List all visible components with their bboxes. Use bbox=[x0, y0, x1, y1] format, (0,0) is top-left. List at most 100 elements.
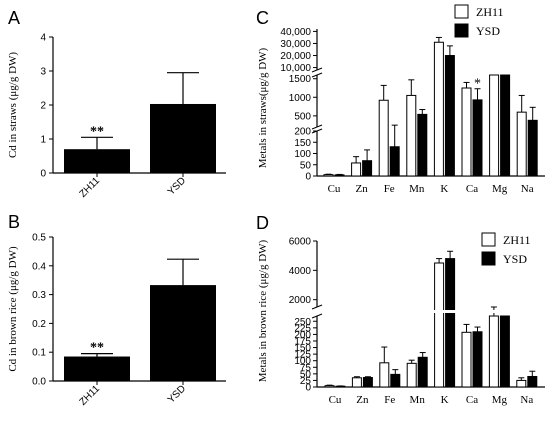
panel-a-xtick-label-zh11: ZH11 bbox=[78, 175, 103, 200]
panel-c-bar-zh11-k bbox=[433, 41, 444, 177]
panel-d-bar-ysd-na bbox=[527, 375, 538, 388]
panel-c-xtick-label-cu: Cu bbox=[328, 183, 341, 195]
panel-d-xtick-label-cu: Cu bbox=[329, 394, 342, 406]
panel-d-ytick-label: 6000 bbox=[289, 237, 312, 248]
legend-c-zh11-swatch bbox=[454, 4, 469, 19]
panel-d-bar-ysd-zn bbox=[362, 377, 373, 388]
panel-c-ytick-label: 50 bbox=[300, 160, 312, 171]
legend-d-ysd-label: YSD bbox=[503, 252, 527, 266]
panel-a-significance-zh11: ** bbox=[90, 124, 104, 139]
panel-d-bar-zh11-mg bbox=[488, 315, 499, 388]
panel-c-bar-zh11-zn bbox=[351, 162, 362, 177]
panel-c-ylabel: Metals in straws(μg/g DW) bbox=[257, 47, 269, 168]
panel-d-bar-zh11-k bbox=[434, 262, 445, 388]
panel-b-xtick-label-ysd: YSD bbox=[166, 383, 188, 405]
panel-c-xtick-label-k: K bbox=[440, 183, 448, 195]
panel-c-ytick-label: 10,000 bbox=[280, 63, 311, 74]
panel-a-bar-ysd bbox=[150, 103, 216, 173]
panel-c-significance-ca: * bbox=[474, 77, 481, 92]
panel-d-xtick-label-ca: Ca bbox=[466, 394, 478, 406]
panel-c-xtick-label-ca: Ca bbox=[466, 183, 478, 195]
panel-d-ytick-label: 75 bbox=[300, 363, 312, 374]
panel-c-ytick-label: 100 bbox=[294, 149, 311, 160]
panel-a-ytick-label: 0 bbox=[40, 169, 46, 180]
legend-c: ZH11 YSD bbox=[454, 4, 504, 38]
panel-d-xtick-label-k: K bbox=[441, 394, 449, 406]
panel-d-bar-zh11-zn bbox=[351, 377, 362, 388]
panel-d-ytick-label: 125 bbox=[294, 350, 311, 361]
panel-c-bar-ysd-mg bbox=[500, 74, 511, 177]
panel-d-axis-break-gap bbox=[318, 310, 546, 313]
panel-d-ytick-label: 225 bbox=[294, 323, 311, 334]
panel-d-ytick-label: 25 bbox=[300, 376, 312, 387]
panel-d-bar-zh11-cu bbox=[324, 385, 335, 388]
panel-b-bar-zh11 bbox=[64, 356, 130, 381]
panel-d-ytick-label: 50 bbox=[300, 369, 312, 380]
panel-b-bar-ysd bbox=[150, 285, 216, 381]
panel-b-ytick-label: 0.1 bbox=[32, 348, 46, 359]
legend-d: ZH11 YSD bbox=[481, 232, 531, 266]
panel-c-ytick-label: 0 bbox=[305, 172, 311, 183]
panel-c-bar-ysd-zn bbox=[362, 160, 373, 177]
panel-a-bar-zh11 bbox=[64, 149, 130, 173]
panel-a-ytick-label: 1 bbox=[40, 135, 46, 146]
panel-b-ylabel: Cd in brown rice (μg/g DW) bbox=[7, 246, 19, 372]
panel-d-ylabel: Metals in brown rice (μg/g DW) bbox=[257, 239, 269, 382]
panel-d-xtick-label-zn: Zn bbox=[356, 394, 369, 406]
panel-d-ytick-label: 175 bbox=[294, 336, 311, 347]
panel-c-axis-break-mark bbox=[311, 72, 323, 78]
panel-c-bar-zh11-cu bbox=[323, 174, 334, 177]
panel-d-ytick-label: 4000 bbox=[289, 266, 312, 277]
panel-b-xtick-label-zh11: ZH11 bbox=[78, 383, 103, 408]
panel-d-ytick-label: 100 bbox=[294, 356, 311, 367]
panel-a-ytick-label: 3 bbox=[40, 67, 46, 78]
panel-d-ytick-label: 200 bbox=[294, 330, 311, 341]
panel-c-ytick-label: 20,000 bbox=[280, 51, 311, 62]
panel-a-ylabel: Cd in straws (μg/g DW) bbox=[7, 52, 19, 158]
panel-c-bar-ysd-na bbox=[527, 119, 538, 177]
panel-b-ytick-label: 0.4 bbox=[32, 261, 46, 272]
panel-d-xtick-label-fe: Fe bbox=[384, 394, 395, 406]
panel-b-ytick-label: 0.0 bbox=[32, 377, 46, 388]
panel-c-xtick-label-na: Na bbox=[521, 183, 534, 195]
panel-c-bar-ysd-mn bbox=[417, 113, 428, 177]
panel-b-ytick-label: 0.2 bbox=[32, 319, 46, 330]
legend-d-ysd-swatch bbox=[481, 251, 496, 266]
panel-d-xtick-label-na: Na bbox=[520, 394, 533, 406]
panel-a-ytick-label: 4 bbox=[40, 33, 46, 44]
panel-c-bar-zh11-fe bbox=[378, 99, 389, 177]
panel-d-bar-zh11-fe bbox=[379, 362, 390, 388]
legend-c-zh11-label: ZH11 bbox=[476, 5, 504, 19]
panel-c-bar-ysd-fe bbox=[389, 146, 400, 177]
panel-d-bar-zh11-ca bbox=[461, 331, 472, 388]
panel-c-ytick-label: 150 bbox=[294, 138, 311, 149]
panel-c-bar-ysd-k bbox=[444, 55, 455, 177]
panel-d-bar-ysd-ca bbox=[472, 331, 483, 388]
panel-c-xtick-label-fe: Fe bbox=[384, 183, 395, 195]
legend-d-zh11-label: ZH11 bbox=[503, 233, 531, 247]
panel-d-xtick-label-mn: Mn bbox=[410, 394, 426, 406]
panel-c-ytick-label: 30,000 bbox=[280, 39, 311, 50]
panel-c-bar-zh11-mn bbox=[406, 94, 417, 177]
panel-d-bar-ysd-mg bbox=[499, 315, 510, 388]
panel-d-bar-ysd-k bbox=[445, 258, 456, 388]
panel-c-bar-zh11-ca bbox=[461, 87, 472, 177]
panel-c-ytick-label: 200 bbox=[294, 127, 311, 138]
panel-b-significance-zh11: ** bbox=[90, 341, 104, 356]
panel-d-bar-ysd-fe bbox=[390, 373, 401, 388]
legend-d-zh11-swatch bbox=[481, 232, 496, 247]
chart-layer: 0 1 2 3 4 ZH11 ** YSD 0.0 0.1 0.2 0.3 0.4 0.5 ZH11 ** YS… bbox=[32, 27, 546, 408]
panel-d-letter: D bbox=[256, 213, 269, 233]
panel-b-ytick-label: 0.5 bbox=[32, 233, 46, 244]
panel-b-ytick-label: 0.3 bbox=[32, 290, 46, 301]
panel-d-bar-ysd-mn bbox=[417, 356, 428, 388]
panel-d-ytick-label: 2000 bbox=[289, 295, 312, 306]
panel-a-letter: A bbox=[8, 8, 20, 28]
panel-c-bar-ysd-cu bbox=[334, 174, 345, 177]
panel-c-letter: C bbox=[256, 8, 269, 28]
panel-c-bar-zh11-na bbox=[516, 111, 527, 177]
panel-a-ytick-label: 2 bbox=[40, 101, 46, 112]
panel-c-xtick-label-mg: Mg bbox=[492, 183, 508, 195]
panel-d-axis-break-mark bbox=[311, 313, 323, 319]
